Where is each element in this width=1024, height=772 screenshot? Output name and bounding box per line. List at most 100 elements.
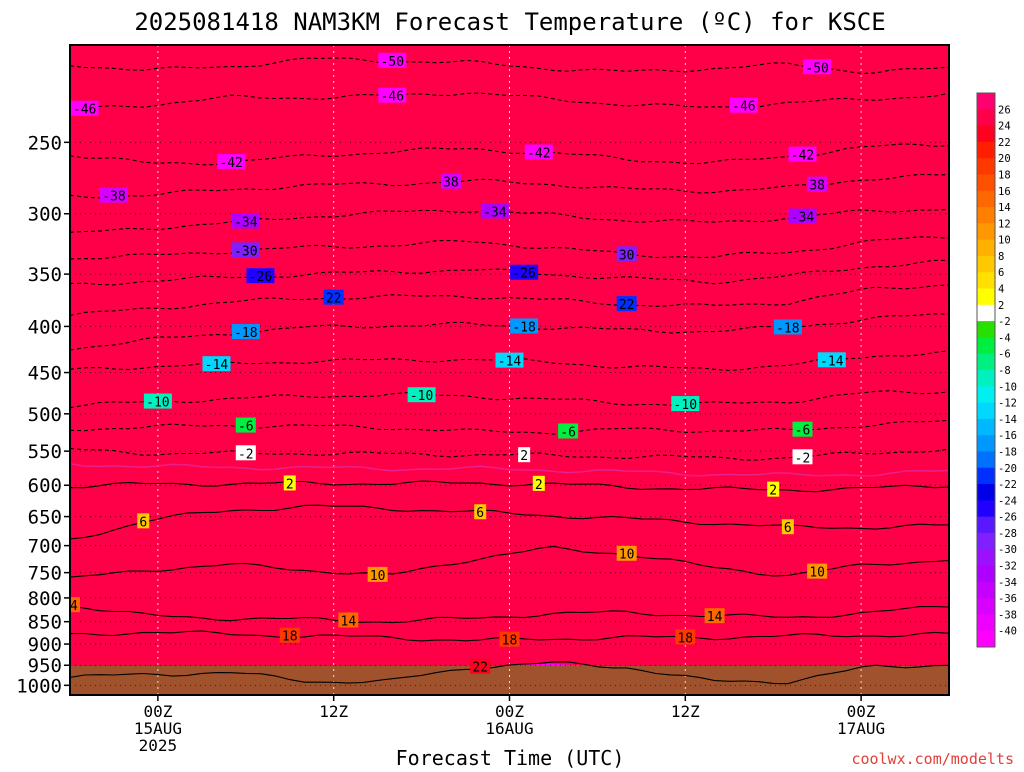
isotherm-label: -26 [512,267,535,282]
isotherm-label: -10 [410,389,433,404]
colorbar-label: -10 [998,381,1017,393]
isotherm-label-bg [279,627,300,643]
isotherm-label-bg [524,144,553,160]
colorbar-swatch [977,386,995,404]
isotherm-label: 30 [619,248,635,263]
isotherm-label-bg [378,52,407,68]
colorbar-swatch [977,402,995,420]
isotherm-label-bg [729,97,758,113]
isotherm-line [70,661,949,685]
colorbar-swatch [977,484,995,501]
colorbar-label: -8 [998,365,1011,377]
colorbar-label: -38 [998,609,1017,621]
isotherm-label: 22 [619,298,635,313]
time-tick-label: 00Z [495,702,524,721]
isotherm-label-bg [246,268,275,284]
isotherm-label: 22 [326,292,342,307]
pressure-tick-label: 550 [28,441,62,463]
pressure-tick-label: 850 [28,612,62,634]
isotherm-line [70,447,949,461]
isotherm-label-bg [499,631,520,647]
isotherm-label: 2 [286,477,294,492]
colorbar-swatch [977,500,995,518]
time-tick-label: 00Z [143,702,172,721]
isotherm-label: 10 [809,566,825,581]
isotherm-label-bg [143,393,172,409]
time-tick-label: 12Z [319,702,348,721]
colorbar-swatch [977,190,995,208]
isotherm-label: 2 [535,478,543,493]
isotherm-labels: -50 -50 -46 -46 -46 -42 -42 -42 -38 38 38 -34 -34 -34… [70,52,846,676]
colorbar-swatch [977,370,995,387]
isotherm-label: -6 [560,425,576,440]
pressure-tick-label: 350 [28,264,62,286]
isotherm-label-bg [788,208,817,224]
isotherm-label: 18 [282,630,298,645]
isotherm-label: -18 [234,326,257,341]
isotherm-label-bg [495,352,524,368]
isotherm-label-bg [532,475,545,491]
colorbar-label: 22 [998,137,1011,149]
isotherm-label: -42 [527,147,550,162]
isotherm-label: -34 [234,215,258,230]
colorbar-label: -34 [998,577,1017,589]
isotherm-line [70,480,949,493]
isotherm-contours [70,57,949,685]
isotherm-label-bg [510,318,539,334]
colorbar-label: -40 [998,626,1017,638]
isotherm-label-bg [616,296,637,312]
isotherm-label: -6 [795,424,811,439]
colorbar-swatch [977,304,995,322]
temperature-bands [70,45,949,695]
isotherm-label: 2 [769,484,777,499]
colorbar-label: -20 [998,463,1017,475]
isotherm-label: -10 [674,398,697,413]
colorbar-swatch [977,93,995,110]
colorbar-label: 8 [998,251,1004,263]
colorbar-label: -36 [998,593,1017,605]
isotherm-label-bg [773,319,802,335]
isotherm-label: -34 [483,205,507,220]
isotherm-label-bg [671,396,700,412]
pressure-tick-label: 750 [28,563,62,585]
colorbar-label: -30 [998,544,1017,556]
isotherm-label-bg [235,417,256,433]
time-tick-label: 00Z [847,702,876,721]
isotherm-line [70,284,949,317]
isotherm-label: 6 [476,506,484,521]
isotherm-label: -2 [238,447,254,462]
isotherm-label-bg [235,445,256,461]
time-tick-label: 12Z [671,702,700,721]
pressure-tick-label: 250 [28,132,62,154]
colorbar-swatch [977,125,995,143]
isotherm-label: 6 [139,515,147,530]
isotherm-label-bg [803,59,832,75]
isotherm-label-bg [616,545,637,561]
isotherm-line [70,605,949,624]
colorbar-swatch [977,614,995,632]
colorbar-swatch [977,451,995,469]
isotherm-label: -14 [205,358,229,373]
isotherm-label: -50 [381,55,404,70]
colorbar-label: -18 [998,446,1017,458]
pressure-tick-label: 950 [28,655,62,677]
isotherm-label: -30 [234,244,257,259]
isotherm-label-bg [338,612,359,628]
pressure-tick-label: 300 [28,204,62,226]
isotherm-label-bg [407,387,436,403]
isotherm-label: -46 [381,90,404,105]
colorbar-label: 12 [998,218,1011,230]
isotherm-label: 10 [619,548,635,563]
credit-link[interactable]: coolwx.com/modelts [851,750,1014,768]
isotherm-label: 10 [370,569,386,584]
colorbar-swatch [977,630,995,648]
isotherm-label-bg [518,447,531,463]
colorbar-swatch [977,353,995,371]
colorbar-swatch [977,532,995,550]
colorbar-swatch [977,223,995,241]
isotherm-label: -46 [732,100,755,115]
isotherm-line [70,504,949,540]
colorbar-label: 24 [998,121,1011,133]
colorbar-label: 14 [998,202,1011,214]
